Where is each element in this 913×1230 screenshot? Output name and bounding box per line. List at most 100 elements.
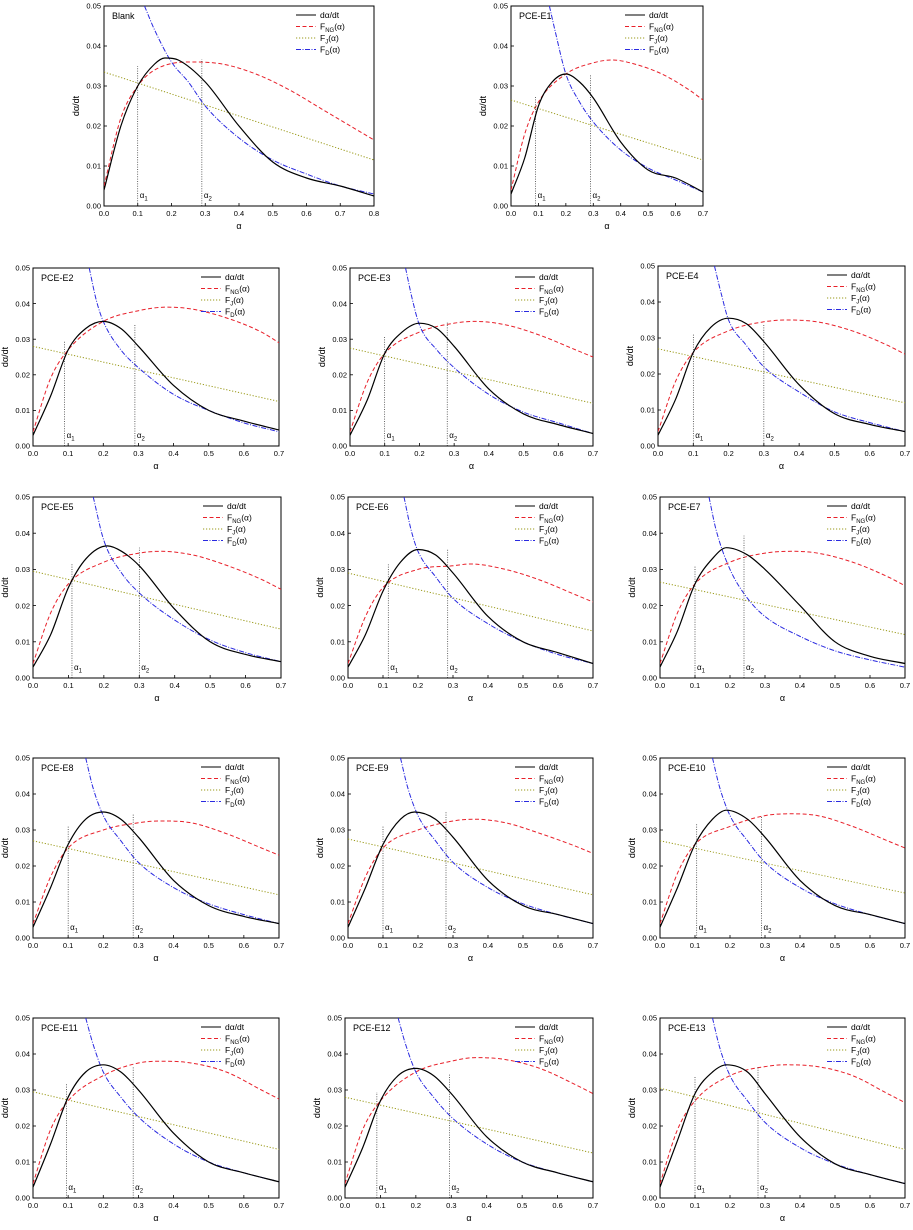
alpha-marker-label: α1 xyxy=(387,431,396,443)
y-tick-label: 0.00 xyxy=(15,442,30,451)
y-tick-label: 0.00 xyxy=(15,674,30,683)
y-tick-label: 0.04 xyxy=(330,790,345,799)
y-tick-label: 0.02 xyxy=(15,1122,30,1131)
x-axis-label: α xyxy=(466,1213,471,1223)
x-tick-label: 0.6 xyxy=(553,941,563,950)
series-dadt xyxy=(660,1064,905,1188)
x-tick-label: 0.4 xyxy=(168,941,178,950)
y-tick-label: 0.00 xyxy=(15,934,30,943)
x-tick-label: 0.2 xyxy=(413,681,423,690)
y-tick-label: 0.04 xyxy=(642,529,657,538)
x-tick-label: 0.6 xyxy=(864,449,874,458)
x-tick-label: 0.6 xyxy=(301,209,311,218)
legend-label-fng: FNG(α) xyxy=(539,284,564,297)
legend-label-fd: FD(α) xyxy=(539,307,559,320)
x-tick-label: 0.6 xyxy=(553,449,563,458)
y-tick-label: 0.02 xyxy=(15,862,30,871)
x-tick-label: 0.7 xyxy=(274,449,284,458)
chart-panel: 0.0 0.1 0.2 0.3 0.4 0.5 0.6 0.7 0.00 0.01 0.02 0.03… xyxy=(625,262,910,471)
legend-label-fj: FJ(α) xyxy=(649,33,668,46)
y-tick-label: 0.03 xyxy=(330,565,345,574)
y-tick-label: 0.03 xyxy=(642,1086,657,1095)
x-tick-label: 0.4 xyxy=(483,681,493,690)
x-tick-label: 0.0 xyxy=(28,1201,38,1210)
legend-label-fj: FJ(α) xyxy=(225,1045,244,1058)
y-tick-label: 0.03 xyxy=(15,826,30,835)
alpha-marker-label: α1 xyxy=(697,1183,706,1195)
x-tick-label: 0.5 xyxy=(517,1201,527,1210)
series-fng xyxy=(348,563,593,664)
y-tick-label: 0.00 xyxy=(15,1194,30,1203)
series-dadt xyxy=(511,73,703,195)
panel-label: PCE-E13 xyxy=(668,1023,706,1033)
x-tick-label: 0.4 xyxy=(481,1201,491,1210)
y-axis-label: dα/dt xyxy=(0,577,10,598)
series-fd xyxy=(713,266,905,433)
x-tick-label: 0.2 xyxy=(98,941,108,950)
x-tick-label: 0.5 xyxy=(643,209,653,218)
legend-label-fj: FJ(α) xyxy=(320,33,339,46)
series-fd xyxy=(708,497,905,668)
alpha-marker-label: α2 xyxy=(141,663,150,675)
x-tick-label: 0.2 xyxy=(725,1201,735,1210)
plot-frame xyxy=(32,1017,280,1199)
legend-label-fd: FD(α) xyxy=(851,536,871,549)
legend-label-fj: FJ(α) xyxy=(851,524,870,537)
x-tick-label: 0.1 xyxy=(63,681,73,690)
series-fj xyxy=(33,570,281,630)
alpha-marker-label: α2 xyxy=(449,431,458,443)
panel-label: PCE-E4 xyxy=(666,271,699,281)
y-axis-label: dα/dt xyxy=(627,837,637,858)
legend-label-fd: FD(α) xyxy=(539,797,559,810)
chart-panel: 0.0 0.1 0.2 0.3 0.4 0.5 0.6 0.7 0.00 0.01 0.02 0.03… xyxy=(627,1014,910,1223)
y-tick-label: 0.01 xyxy=(327,1158,342,1167)
y-tick-label: 0.03 xyxy=(642,565,657,574)
y-tick-label: 0.04 xyxy=(332,299,347,308)
plot-frame xyxy=(347,757,594,939)
series-fd xyxy=(405,268,593,435)
x-tick-label: 0.0 xyxy=(655,941,665,950)
chart-panel: 0.0 0.1 0.2 0.3 0.4 0.5 0.6 0.7 0.00 0.01 0.02 0.03… xyxy=(312,1014,598,1223)
y-tick-label: 0.04 xyxy=(327,1050,342,1059)
x-axis-label: α xyxy=(469,461,474,471)
legend-label-dadt: dα/dt xyxy=(649,10,669,20)
series-dadt xyxy=(33,545,281,668)
legend-label-dadt: dα/dt xyxy=(227,501,247,511)
legend-label-dadt: dα/dt xyxy=(851,762,871,772)
panel-label: PCE-E9 xyxy=(356,763,389,773)
panel-label: PCE-E5 xyxy=(41,502,74,512)
y-tick-label: 0.02 xyxy=(15,371,30,380)
y-tick-label: 0.05 xyxy=(15,493,30,502)
series-dadt xyxy=(660,547,905,668)
y-tick-label: 0.02 xyxy=(15,601,30,610)
y-tick-label: 0.02 xyxy=(86,122,101,131)
x-tick-label: 0.1 xyxy=(379,449,389,458)
x-tick-label: 0.0 xyxy=(28,449,38,458)
x-tick-label: 0.1 xyxy=(63,941,73,950)
x-tick-label: 0.7 xyxy=(698,209,708,218)
x-axis-label: α xyxy=(153,461,158,471)
x-tick-label: 0.8 xyxy=(369,209,379,218)
legend-label-fj: FJ(α) xyxy=(227,524,246,537)
legend-label-fng: FNG(α) xyxy=(539,513,564,526)
x-tick-label: 0.3 xyxy=(449,449,459,458)
series-dadt xyxy=(348,548,593,668)
x-tick-label: 0.7 xyxy=(588,449,598,458)
series-fng xyxy=(33,820,279,924)
alpha-marker-label: α2 xyxy=(135,1183,144,1195)
x-tick-label: 0.6 xyxy=(552,1201,562,1210)
legend-label-fng: FNG(α) xyxy=(320,22,345,35)
x-tick-label: 0.7 xyxy=(900,941,910,950)
x-tick-label: 0.4 xyxy=(483,941,493,950)
y-tick-label: 0.03 xyxy=(332,335,347,344)
chart-panel: 0.0 0.1 0.2 0.3 0.4 0.5 0.6 0.7 0.00 0.01 0.02 0.03… xyxy=(317,264,598,471)
x-axis-label: α xyxy=(780,1213,785,1223)
legend-label-dadt: dα/dt xyxy=(851,270,871,280)
panel-label: PCE-E11 xyxy=(41,1023,78,1033)
y-tick-label: 0.03 xyxy=(642,826,657,835)
x-tick-label: 0.3 xyxy=(448,681,458,690)
legend-label-fng: FNG(α) xyxy=(539,774,564,787)
y-tick-label: 0.03 xyxy=(330,826,345,835)
x-tick-label: 0.0 xyxy=(28,681,38,690)
